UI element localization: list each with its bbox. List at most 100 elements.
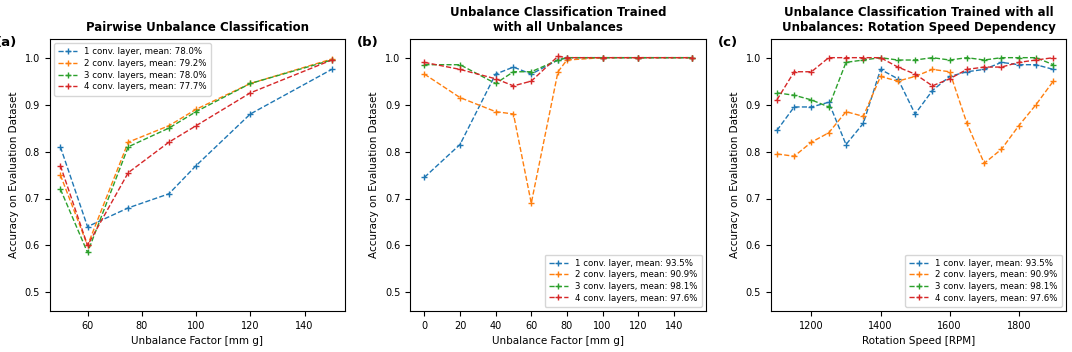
4 conv. layers, mean: 97.6%: (1.25e+03, 1): 97.6%: (1.25e+03, 1) — [822, 56, 835, 60]
3 conv. layers, mean: 98.1%: (1.55e+03, 1): 98.1%: (1.55e+03, 1) — [926, 56, 939, 60]
4 conv. layers, mean: 77.7%: (100, 0.855): 77.7%: (100, 0.855) — [190, 124, 203, 128]
4 conv. layers, mean: 97.6%: (50, 0.94): 97.6%: (50, 0.94) — [507, 84, 520, 88]
2 conv. layers, mean: 90.9%: (40, 0.885): 90.9%: (40, 0.885) — [489, 109, 502, 114]
1 conv. layer, mean: 93.5%: (1.1e+03, 0.845): 93.5%: (1.1e+03, 0.845) — [771, 128, 784, 133]
3 conv. layers, mean: 78.0%: (100, 0.885): 78.0%: (100, 0.885) — [190, 109, 203, 114]
4 conv. layers, mean: 77.7%: (120, 0.925): 77.7%: (120, 0.925) — [244, 91, 257, 95]
4 conv. layers, mean: 97.6%: (1.85e+03, 0.995): 97.6%: (1.85e+03, 0.995) — [1029, 58, 1042, 62]
1 conv. layer, mean: 93.5%: (120, 1): 93.5%: (120, 1) — [631, 56, 644, 60]
1 conv. layer, mean: 93.5%: (100, 1): 93.5%: (100, 1) — [596, 56, 609, 60]
1 conv. layer, mean: 93.5%: (0, 0.745): 93.5%: (0, 0.745) — [418, 175, 431, 180]
3 conv. layers, mean: 98.1%: (120, 1): 98.1%: (120, 1) — [631, 56, 644, 60]
4 conv. layers, mean: 97.6%: (1.15e+03, 0.97): 97.6%: (1.15e+03, 0.97) — [788, 70, 801, 74]
Title: Unbalance Classification Trained with all
Unbalances: Rotation Speed Dependency: Unbalance Classification Trained with al… — [781, 6, 1056, 33]
1 conv. layer, mean: 93.5%: (50, 0.98): 93.5%: (50, 0.98) — [507, 65, 520, 69]
3 conv. layers, mean: 78.0%: (120, 0.945): 78.0%: (120, 0.945) — [244, 81, 257, 86]
4 conv. layers, mean: 97.6%: (1.65e+03, 0.975): 97.6%: (1.65e+03, 0.975) — [961, 67, 973, 71]
1 conv. layer, mean: 93.5%: (75, 0.995): 93.5%: (75, 0.995) — [552, 58, 565, 62]
3 conv. layers, mean: 98.1%: (1.45e+03, 0.995): 98.1%: (1.45e+03, 0.995) — [892, 58, 905, 62]
Line: 3 conv. layers, mean: 98.1%: 3 conv. layers, mean: 98.1% — [773, 54, 1057, 111]
3 conv. layers, mean: 98.1%: (50, 0.97): 98.1%: (50, 0.97) — [507, 70, 520, 74]
4 conv. layers, mean: 97.6%: (1.75e+03, 0.98): 97.6%: (1.75e+03, 0.98) — [995, 65, 1008, 69]
2 conv. layers, mean: 90.9%: (150, 1): 90.9%: (150, 1) — [685, 56, 698, 60]
2 conv. layers, mean: 79.2%: (120, 0.945): 79.2%: (120, 0.945) — [244, 81, 257, 86]
2 conv. layers, mean: 90.9%: (1.35e+03, 0.875): 90.9%: (1.35e+03, 0.875) — [857, 114, 869, 119]
Y-axis label: Accuracy on Evaluation Dataset: Accuracy on Evaluation Dataset — [730, 92, 740, 258]
3 conv. layers, mean: 78.0%: (50, 0.72): 78.0%: (50, 0.72) — [54, 187, 66, 191]
3 conv. layers, mean: 98.1%: (75, 0.995): 98.1%: (75, 0.995) — [552, 58, 565, 62]
3 conv. layers, mean: 98.1%: (100, 1): 98.1%: (100, 1) — [596, 56, 609, 60]
4 conv. layers, mean: 97.6%: (1.45e+03, 0.98): 97.6%: (1.45e+03, 0.98) — [892, 65, 905, 69]
4 conv. layers, mean: 97.6%: (0, 0.99): 97.6%: (0, 0.99) — [418, 60, 431, 64]
4 conv. layers, mean: 97.6%: (40, 0.955): 97.6%: (40, 0.955) — [489, 77, 502, 81]
1 conv. layer, mean: 93.5%: (1.8e+03, 0.985): 93.5%: (1.8e+03, 0.985) — [1012, 63, 1025, 67]
2 conv. layers, mean: 90.9%: (1.55e+03, 0.975): 90.9%: (1.55e+03, 0.975) — [926, 67, 939, 71]
4 conv. layers, mean: 97.6%: (1.1e+03, 0.91): 97.6%: (1.1e+03, 0.91) — [771, 98, 784, 102]
3 conv. layers, mean: 98.1%: (150, 1): 98.1%: (150, 1) — [685, 56, 698, 60]
Title: Pairwise Unbalance Classification: Pairwise Unbalance Classification — [86, 20, 309, 33]
2 conv. layers, mean: 90.9%: (60, 0.69): 90.9%: (60, 0.69) — [525, 201, 538, 205]
4 conv. layers, mean: 97.6%: (1.4e+03, 1): 97.6%: (1.4e+03, 1) — [874, 56, 887, 60]
1 conv. layer, mean: 78.0%: (60, 0.64): 78.0%: (60, 0.64) — [81, 225, 94, 229]
2 conv. layers, mean: 90.9%: (1.85e+03, 0.9): 90.9%: (1.85e+03, 0.9) — [1029, 102, 1042, 107]
4 conv. layers, mean: 97.6%: (150, 1): 97.6%: (150, 1) — [685, 56, 698, 60]
2 conv. layers, mean: 90.9%: (100, 1): 90.9%: (100, 1) — [596, 56, 609, 60]
1 conv. layer, mean: 93.5%: (20, 0.815): 93.5%: (20, 0.815) — [453, 143, 466, 147]
X-axis label: Unbalance Factor [mm g]: Unbalance Factor [mm g] — [132, 337, 264, 346]
4 conv. layers, mean: 97.6%: (120, 1): 97.6%: (120, 1) — [631, 56, 644, 60]
2 conv. layers, mean: 90.9%: (1.8e+03, 0.855): 90.9%: (1.8e+03, 0.855) — [1012, 124, 1025, 128]
1 conv. layer, mean: 93.5%: (1.55e+03, 0.93): 93.5%: (1.55e+03, 0.93) — [926, 88, 939, 93]
1 conv. layer, mean: 93.5%: (80, 1): 93.5%: (80, 1) — [561, 56, 574, 60]
3 conv. layers, mean: 98.1%: (1.3e+03, 0.99): 98.1%: (1.3e+03, 0.99) — [839, 60, 852, 64]
4 conv. layers, mean: 97.6%: (1.9e+03, 1): 97.6%: (1.9e+03, 1) — [1047, 56, 1060, 60]
2 conv. layers, mean: 90.9%: (1.1e+03, 0.795): 90.9%: (1.1e+03, 0.795) — [771, 152, 784, 156]
2 conv. layers, mean: 90.9%: (1.75e+03, 0.805): 90.9%: (1.75e+03, 0.805) — [995, 147, 1008, 151]
X-axis label: Unbalance Factor [mm g]: Unbalance Factor [mm g] — [492, 337, 624, 346]
3 conv. layers, mean: 98.1%: (0, 0.985): 98.1%: (0, 0.985) — [418, 63, 431, 67]
4 conv. layers, mean: 97.6%: (80, 1): 97.6%: (80, 1) — [561, 56, 574, 60]
1 conv. layer, mean: 93.5%: (1.6e+03, 0.96): 93.5%: (1.6e+03, 0.96) — [943, 74, 956, 78]
2 conv. layers, mean: 90.9%: (1.15e+03, 0.79): 90.9%: (1.15e+03, 0.79) — [788, 154, 801, 158]
3 conv. layers, mean: 98.1%: (1.25e+03, 0.895): 98.1%: (1.25e+03, 0.895) — [822, 105, 835, 109]
1 conv. layer, mean: 93.5%: (1.65e+03, 0.97): 93.5%: (1.65e+03, 0.97) — [961, 70, 973, 74]
3 conv. layers, mean: 98.1%: (1.2e+03, 0.91): 98.1%: (1.2e+03, 0.91) — [805, 98, 818, 102]
2 conv. layers, mean: 79.2%: (90, 0.855): 79.2%: (90, 0.855) — [163, 124, 176, 128]
2 conv. layers, mean: 90.9%: (1.7e+03, 0.775): 90.9%: (1.7e+03, 0.775) — [978, 161, 991, 165]
1 conv. layer, mean: 78.0%: (90, 0.71): 78.0%: (90, 0.71) — [163, 192, 176, 196]
1 conv. layer, mean: 78.0%: (75, 0.68): 78.0%: (75, 0.68) — [122, 206, 135, 210]
1 conv. layer, mean: 93.5%: (40, 0.965): 93.5%: (40, 0.965) — [489, 72, 502, 76]
1 conv. layer, mean: 93.5%: (1.25e+03, 0.905): 93.5%: (1.25e+03, 0.905) — [822, 100, 835, 105]
3 conv. layers, mean: 98.1%: (1.5e+03, 0.995): 98.1%: (1.5e+03, 0.995) — [909, 58, 922, 62]
4 conv. layers, mean: 97.6%: (1.55e+03, 0.94): 97.6%: (1.55e+03, 0.94) — [926, 84, 939, 88]
3 conv. layers, mean: 98.1%: (1.85e+03, 1): 98.1%: (1.85e+03, 1) — [1029, 56, 1042, 60]
Line: 2 conv. layers, mean: 90.9%: 2 conv. layers, mean: 90.9% — [421, 54, 695, 207]
Legend: 1 conv. layer, mean: 93.5%, 2 conv. layers, mean: 90.9%, 3 conv. layers, mean: 9: 1 conv. layer, mean: 93.5%, 2 conv. laye… — [545, 254, 701, 307]
2 conv. layers, mean: 90.9%: (1.6e+03, 0.97): 90.9%: (1.6e+03, 0.97) — [943, 70, 956, 74]
1 conv. layer, mean: 93.5%: (1.15e+03, 0.895): 93.5%: (1.15e+03, 0.895) — [788, 105, 801, 109]
2 conv. layers, mean: 79.2%: (50, 0.75): 79.2%: (50, 0.75) — [54, 173, 66, 177]
Line: 1 conv. layer, mean: 78.0%: 1 conv. layer, mean: 78.0% — [57, 66, 336, 230]
3 conv. layers, mean: 98.1%: (1.35e+03, 0.995): 98.1%: (1.35e+03, 0.995) — [857, 58, 869, 62]
4 conv. layers, mean: 97.6%: (1.8e+03, 0.99): 97.6%: (1.8e+03, 0.99) — [1012, 60, 1025, 64]
2 conv. layers, mean: 90.9%: (1.65e+03, 0.86): 90.9%: (1.65e+03, 0.86) — [961, 121, 973, 126]
2 conv. layers, mean: 90.9%: (50, 0.88): 90.9%: (50, 0.88) — [507, 112, 520, 116]
1 conv. layer, mean: 93.5%: (1.75e+03, 0.99): 93.5%: (1.75e+03, 0.99) — [995, 60, 1008, 64]
2 conv. layers, mean: 79.2%: (75, 0.82): 79.2%: (75, 0.82) — [122, 140, 135, 144]
Y-axis label: Accuracy on Evaluation Dataset: Accuracy on Evaluation Dataset — [370, 92, 379, 258]
Text: (a): (a) — [0, 36, 17, 49]
Y-axis label: Accuracy on Evaluation Dataset: Accuracy on Evaluation Dataset — [9, 92, 19, 258]
1 conv. layer, mean: 78.0%: (50, 0.81): 78.0%: (50, 0.81) — [54, 145, 66, 149]
2 conv. layers, mean: 90.9%: (20, 0.915): 90.9%: (20, 0.915) — [453, 95, 466, 100]
2 conv. layers, mean: 90.9%: (80, 0.995): 90.9%: (80, 0.995) — [561, 58, 574, 62]
2 conv. layers, mean: 90.9%: (75, 0.97): 90.9%: (75, 0.97) — [552, 70, 565, 74]
1 conv. layer, mean: 93.5%: (1.35e+03, 0.86): 93.5%: (1.35e+03, 0.86) — [857, 121, 869, 126]
4 conv. layers, mean: 97.6%: (60, 0.95): 97.6%: (60, 0.95) — [525, 79, 538, 83]
4 conv. layers, mean: 97.6%: (1.2e+03, 0.97): 97.6%: (1.2e+03, 0.97) — [805, 70, 818, 74]
1 conv. layer, mean: 78.0%: (100, 0.77): 78.0%: (100, 0.77) — [190, 164, 203, 168]
4 conv. layers, mean: 77.7%: (50, 0.77): 77.7%: (50, 0.77) — [54, 164, 66, 168]
Text: (c): (c) — [717, 36, 738, 49]
2 conv. layers, mean: 90.9%: (1.25e+03, 0.84): 90.9%: (1.25e+03, 0.84) — [822, 131, 835, 135]
3 conv. layers, mean: 98.1%: (1.75e+03, 1): 98.1%: (1.75e+03, 1) — [995, 56, 1008, 60]
3 conv. layers, mean: 78.0%: (60, 0.585): 78.0%: (60, 0.585) — [81, 250, 94, 254]
3 conv. layers, mean: 98.1%: (40, 0.945): 98.1%: (40, 0.945) — [489, 81, 502, 86]
